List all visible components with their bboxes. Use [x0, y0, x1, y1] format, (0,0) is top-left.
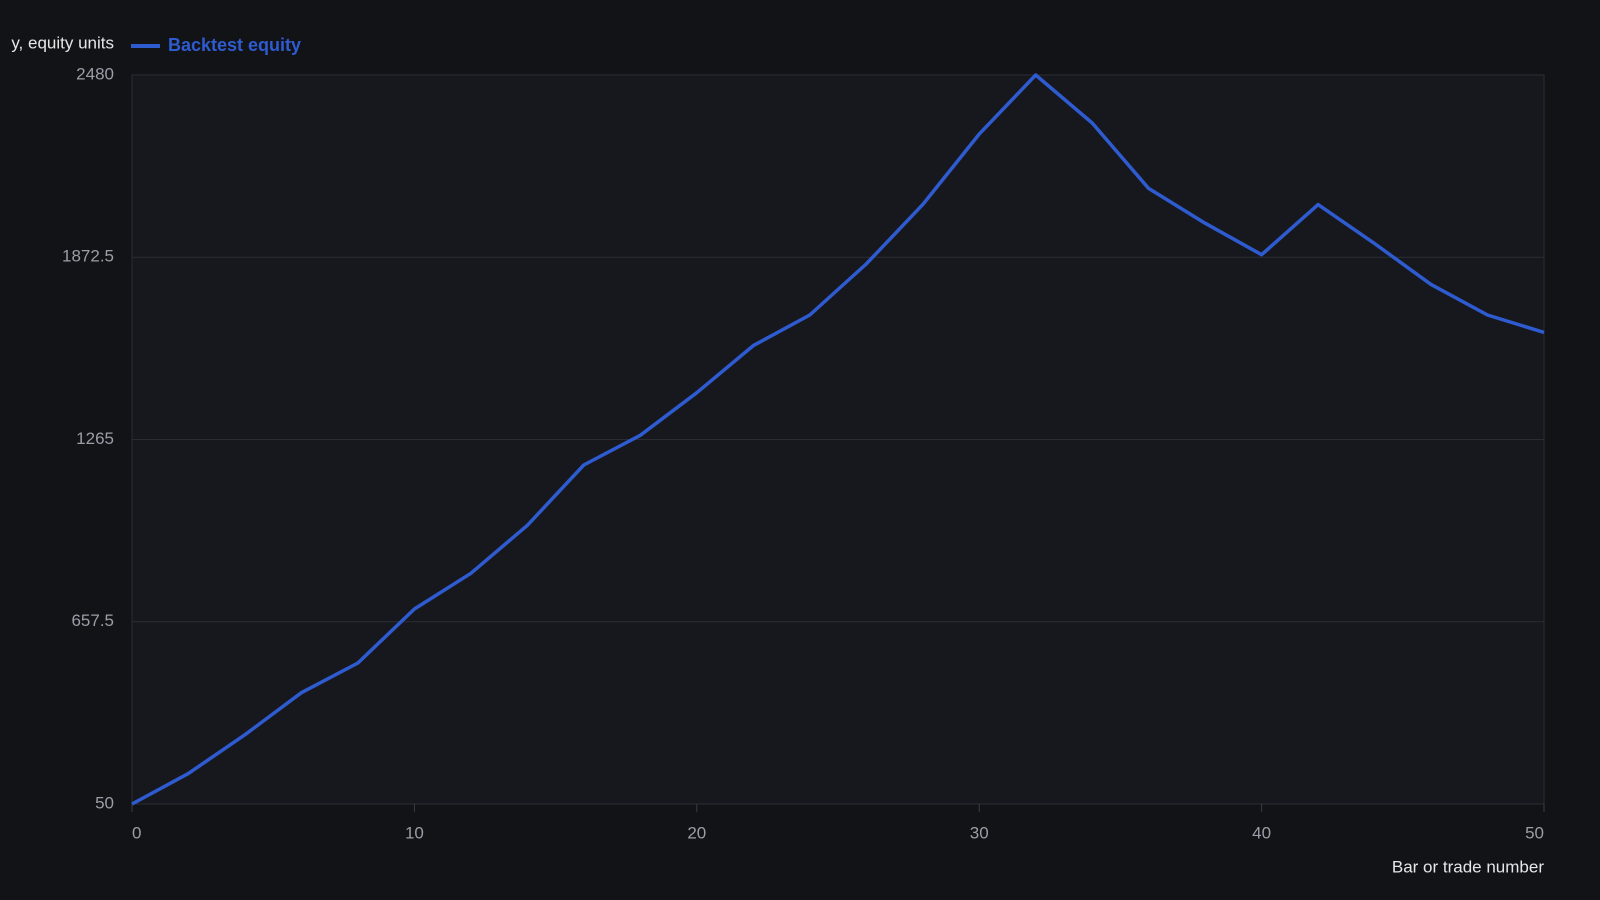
y-tick-label: 1872.5 [62, 247, 114, 266]
equity-line [131, 73, 1545, 806]
x-tick-label: 50 [1525, 823, 1544, 842]
y-axis-label: y, equity units [11, 33, 114, 52]
x-tick-label: 40 [1252, 823, 1271, 842]
y-tick-label: 50 [95, 793, 114, 812]
x-axis-label: Bar or trade number [1392, 857, 1544, 876]
x-tick-label: 0 [132, 823, 141, 842]
x-tick-label: 30 [970, 823, 989, 842]
x-tick-label: 20 [687, 823, 706, 842]
y-tick-label: 657.5 [71, 611, 114, 630]
legend-label: Backtest equity [168, 35, 301, 55]
x-tick-label: 10 [405, 823, 424, 842]
y-tick-label: 2480 [76, 64, 114, 83]
y-tick-label: 1265 [76, 429, 114, 448]
